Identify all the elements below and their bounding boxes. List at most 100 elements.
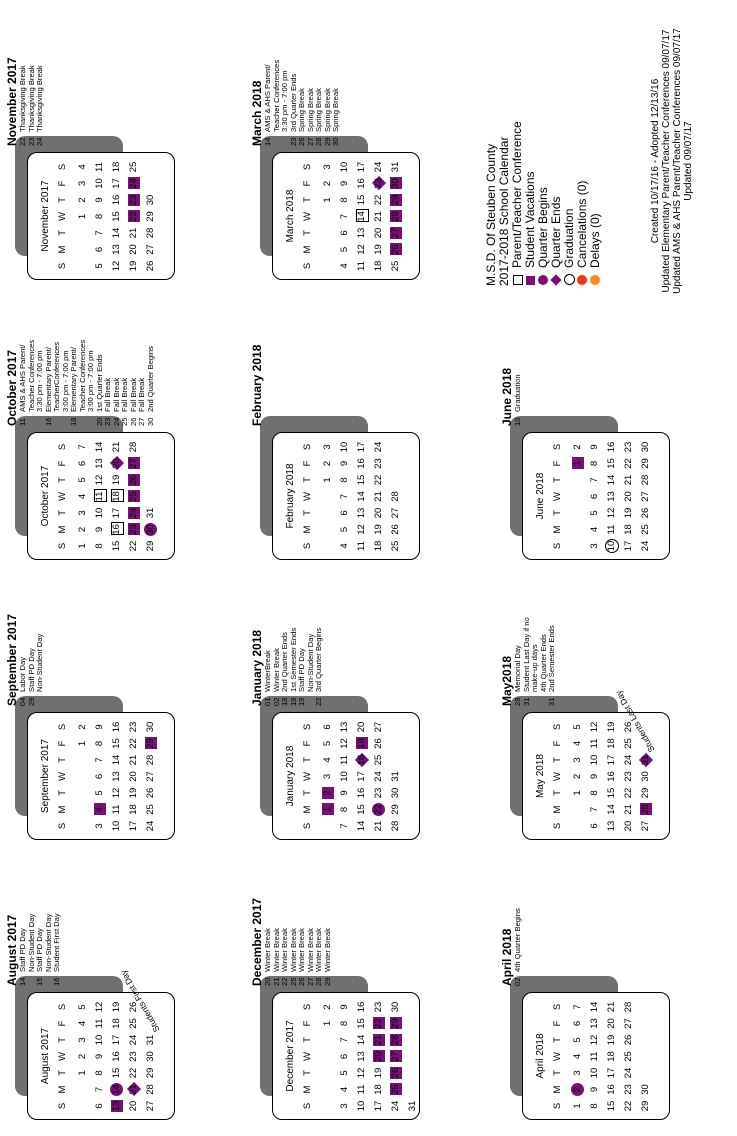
day-cell: 12 [589,1034,600,1046]
event-row: 16 Student First Day [52,850,62,986]
event-date: 19 [297,697,306,706]
weekday-header: S [302,822,313,830]
day-cell: 14 [94,441,105,453]
day-cell: 17 [111,1034,122,1046]
day-cell: 14 [111,227,122,239]
event-row: 30 Spring Break [331,10,341,146]
day-cell: 11 [111,804,122,815]
day-cell: 6 [589,493,600,500]
day-cell: 8 [94,543,105,549]
event-date: 29 [322,977,332,986]
weekday-header: M [552,805,563,814]
day-cell: 20 [128,1100,139,1112]
day-cell: 8 [339,197,350,203]
month-events-title: March 2018 [250,80,264,146]
day-cell: 27 [145,771,156,782]
weekday-header: F [302,1020,313,1027]
day-cell: 31 [390,161,401,173]
day-cell: 27 [145,244,156,255]
event-text: Spring Break [331,88,340,132]
day-cell: 18 [110,489,124,505]
day-cell: 4 [322,757,333,763]
day-cell: 3 [322,444,333,450]
day-cell: 8 [339,1020,350,1027]
day-cell: 17 [111,178,122,189]
day-cell: 17 [606,754,617,766]
weekday-header: S [57,822,68,830]
day-cell: 16 [606,1084,617,1095]
weekday-header: S [57,1102,68,1110]
day-cell: 13 [110,1098,124,1114]
month-card-title: October 2017 [40,465,51,527]
day-cell: 16 [606,771,617,782]
day-cell: 27 [373,721,384,733]
month-events: September 2017 04 Labor Day 29 Staff PD Day N… [5,570,45,706]
day-cell: 13 [606,820,617,832]
day-cell: 30 [640,441,651,453]
event-date [28,412,37,426]
day-cell: 16 [356,458,367,469]
weekday-header: W [57,1052,68,1061]
day-cell: 18 [373,1084,384,1095]
day-cell: 5 [339,1070,350,1076]
weekday-header: W [302,772,313,781]
weekday-header: S [552,822,563,830]
day-cell: 7 [589,477,600,483]
day-cell: 8 [339,477,350,483]
day-cell: 7 [339,493,350,500]
day-cell: 21 [623,804,634,815]
day-cell: 29 [145,211,156,222]
day-cell: 4 [572,1053,583,1060]
circle-icon [538,272,549,286]
event-row: 31 2nd Semester Ends [547,570,557,706]
day-cell: 17 [373,1100,384,1112]
day-cell: 13 [356,507,367,519]
day-cell: 14 [606,474,617,486]
day-cell: 30 [144,522,158,538]
day-cell: 25 [389,1082,403,1098]
day-cell: 24 [373,441,384,453]
weekday-header: W [57,492,68,501]
month-block: June 2018 S M T W T F S 1 2 3 4 5 6 7 8 9 10 11 12 13 14 15 16 1… [500,290,678,566]
day-cell: 9 [339,460,350,467]
day-cell: 14 [110,1082,124,1098]
square-icon [525,272,536,286]
day-cell: 23 [623,1084,634,1095]
day-cell: 10 [605,538,619,554]
day-cell: 5 [322,740,333,747]
weekday-header: F [302,740,313,747]
red-dot-icon [577,272,588,286]
day-cell: 4 [339,543,350,549]
day-cell: 4 [77,164,88,170]
weekday-header: M [57,245,68,254]
weekday-header: T [552,477,563,483]
day-cell: 4 [589,526,600,533]
day-cell: 6 [94,1103,105,1109]
day-cell: 20 [623,820,634,832]
day-cell: 11 [356,261,367,271]
diamond-icon [551,272,562,286]
day-cell: 29 [390,804,401,815]
day-cell: 22 [623,787,634,799]
day-cell: 24 [127,505,141,521]
event-date: 14 [263,137,272,146]
day-cell: 27 [640,820,651,832]
day-cell: 25 [623,1051,634,1062]
day-cell: 2 [77,197,88,203]
day-cell: 1 [77,1070,88,1076]
month-card: August 2017 S M T W T F S 1 2 3 4 5 6 7 8 9 10 11 12 13 14 15 1… [27,992,175,1120]
weekday-header: T [302,1037,313,1043]
month-card: April 2018 S M T W T F S 1 2 3 4 5 6 7 8 9 10 11 12 13 14 15 16… [522,992,670,1120]
weekday-header: T [552,757,563,763]
event-date: 11 [18,418,27,426]
weekday-header: S [302,443,313,451]
day-cell: 7 [94,757,105,763]
day-cell: 22 [623,1100,634,1112]
day-cell: 26 [389,1065,403,1081]
month-events: March 2018 14 AMS & AHS Parent/Teacher Con… [250,10,341,146]
event-row: 29 Winter Break [322,850,333,986]
event-date: 18 [69,417,78,426]
day-cell: 17 [356,441,367,453]
day-cell: 6 [339,230,350,236]
